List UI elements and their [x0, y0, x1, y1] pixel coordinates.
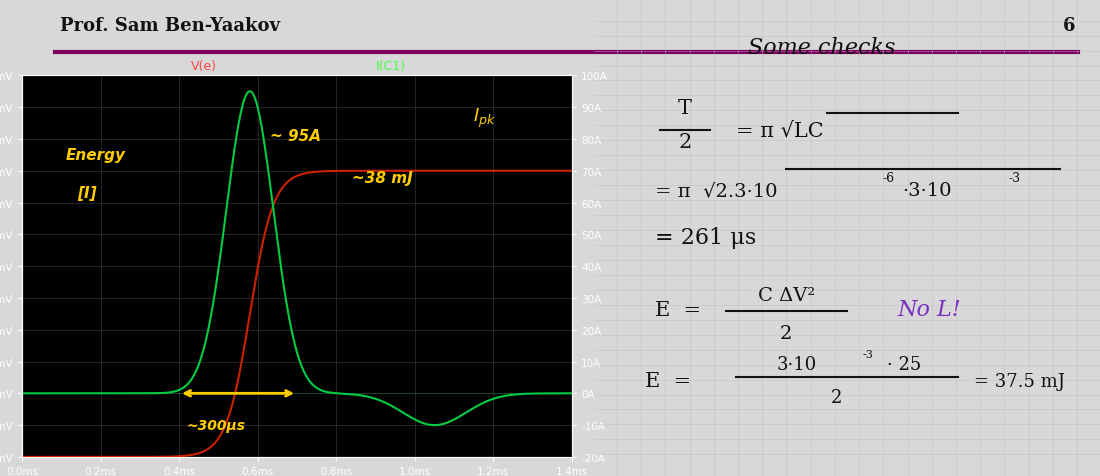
Text: -3: -3	[862, 350, 873, 359]
Text: -6: -6	[882, 172, 894, 185]
Text: 3·10: 3·10	[777, 355, 816, 373]
Text: Some checks: Some checks	[748, 37, 895, 59]
Text: C ΔV²: C ΔV²	[758, 286, 815, 304]
Text: = π  √2.3·10: = π √2.3·10	[654, 181, 778, 199]
Text: = 37.5 mJ: = 37.5 mJ	[974, 372, 1065, 390]
Text: ~38 mJ: ~38 mJ	[352, 171, 412, 186]
Text: 2: 2	[780, 324, 792, 342]
Text: · 25: · 25	[888, 355, 922, 373]
Text: I(C1): I(C1)	[375, 60, 406, 72]
Text: ~ 95A: ~ 95A	[270, 129, 320, 144]
Text: E  =: E =	[645, 371, 691, 390]
Text: = 261 μs: = 261 μs	[654, 227, 756, 249]
Text: [I]: [I]	[77, 186, 97, 201]
Text: = π √LC: = π √LC	[736, 121, 823, 140]
Text: E  =: E =	[654, 300, 701, 319]
Text: -3: -3	[1009, 172, 1021, 185]
Text: V(e): V(e)	[190, 60, 217, 72]
Text: ~300μs: ~300μs	[187, 418, 246, 432]
Text: Prof. Sam Ben-Yaakov: Prof. Sam Ben-Yaakov	[60, 17, 280, 35]
Text: Energy: Energy	[66, 148, 126, 163]
Text: 2: 2	[679, 133, 692, 151]
Text: ·3·10: ·3·10	[903, 181, 953, 199]
Text: 6: 6	[1064, 17, 1076, 35]
Text: $I_{pk}$: $I_{pk}$	[473, 107, 496, 130]
Text: No L!: No L!	[898, 298, 961, 320]
Text: T: T	[678, 99, 692, 118]
Text: 2: 2	[832, 388, 843, 407]
